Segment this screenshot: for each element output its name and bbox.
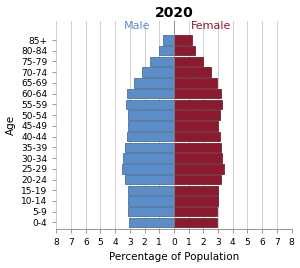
- Bar: [142, 68, 174, 77]
- Bar: [174, 110, 220, 120]
- Bar: [174, 57, 203, 66]
- Bar: [150, 57, 174, 66]
- Bar: [122, 164, 174, 173]
- Bar: [174, 100, 222, 109]
- Y-axis label: Age: Age: [6, 115, 16, 135]
- Bar: [163, 35, 174, 45]
- Bar: [174, 207, 217, 217]
- Bar: [174, 89, 221, 98]
- Bar: [174, 121, 218, 131]
- Bar: [128, 207, 174, 217]
- Bar: [125, 175, 174, 184]
- Title: 2020: 2020: [154, 6, 194, 20]
- Bar: [158, 46, 174, 55]
- Text: Female: Female: [190, 21, 231, 31]
- X-axis label: Percentage of Population: Percentage of Population: [109, 252, 239, 262]
- Bar: [127, 89, 174, 98]
- Text: Male: Male: [124, 21, 151, 31]
- Bar: [123, 153, 174, 163]
- Bar: [174, 175, 221, 184]
- Bar: [174, 78, 217, 88]
- Bar: [174, 68, 211, 77]
- Bar: [125, 143, 174, 152]
- Bar: [174, 196, 218, 206]
- Bar: [128, 196, 174, 206]
- Bar: [174, 185, 218, 195]
- Bar: [174, 153, 223, 163]
- Bar: [174, 132, 220, 141]
- Bar: [128, 121, 174, 131]
- Bar: [174, 143, 221, 152]
- Bar: [128, 185, 174, 195]
- Bar: [134, 78, 174, 88]
- Bar: [127, 132, 174, 141]
- Bar: [128, 110, 174, 120]
- Bar: [174, 164, 224, 173]
- Bar: [174, 46, 195, 55]
- Bar: [174, 35, 192, 45]
- Bar: [174, 218, 217, 227]
- Bar: [129, 218, 174, 227]
- Bar: [126, 100, 174, 109]
